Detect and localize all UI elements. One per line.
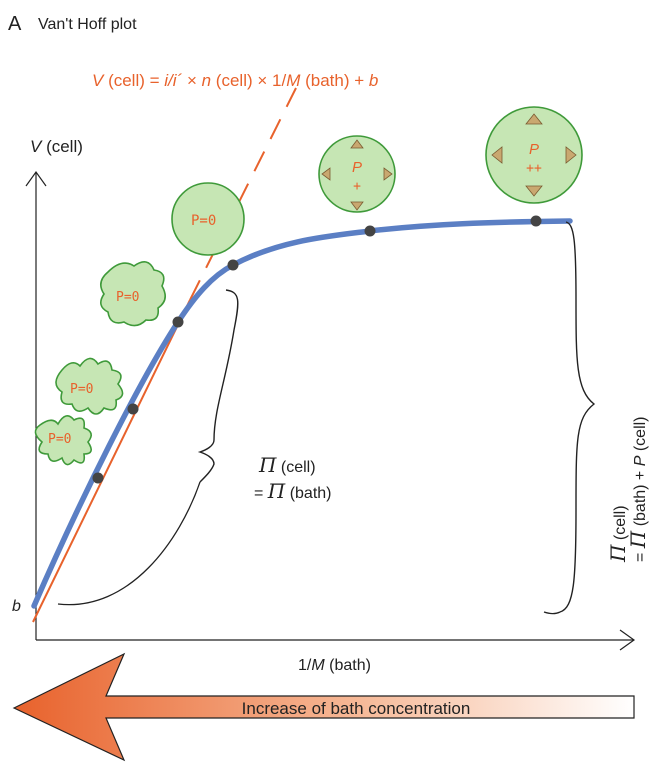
- data-point: [92, 472, 104, 484]
- annotation-turgor: Π (cell) = Π (bath) + P (cell): [606, 416, 649, 563]
- cell-1-pressure-label: P=0: [48, 432, 71, 447]
- bath-concentration-arrow: Increase of bath concentration: [12, 652, 635, 762]
- cell-round-4: P=0: [171, 182, 245, 256]
- brace-right-leader: [543, 611, 561, 615]
- annotation-equilibrium-line2: = Π (bath): [254, 479, 332, 503]
- annotation-turgor-line1: Π (cell): [606, 505, 630, 563]
- annotation-turgor-line2: = Π (bath) + P (cell): [626, 416, 649, 562]
- cell-shrunken-2: P=0: [55, 357, 124, 415]
- cell-3-pressure-label: P=0: [116, 290, 139, 305]
- pressure-arrow-left-icon: [321, 167, 331, 181]
- panel-title: Van't Hoff plot: [38, 16, 137, 33]
- pressure-arrow-right-icon: [565, 146, 577, 164]
- fit-line: [32, 299, 191, 623]
- data-point: [530, 215, 542, 227]
- brace-right: [559, 221, 596, 613]
- cell-5-pressure-label: P: [352, 159, 362, 176]
- pressure-arrows: [321, 139, 393, 211]
- pressure-arrow-down-icon: [350, 201, 364, 211]
- bath-concentration-label: Increase of bath concentration: [242, 699, 471, 718]
- cell-5-pressure-sign: +: [353, 179, 361, 194]
- pressure-arrows: [491, 113, 577, 197]
- cell-6-pressure-sign: ++: [526, 161, 542, 176]
- intercept-label: b: [12, 598, 21, 615]
- x-axis-label: 1/M (bath): [298, 657, 371, 674]
- panel-letter: A: [8, 13, 22, 35]
- brace-left: [197, 289, 239, 483]
- pressure-arrow-up-icon: [525, 113, 543, 125]
- pressure-arrow-up-icon: [350, 139, 364, 149]
- annotation-equilibrium-line1: Π (cell): [258, 453, 316, 477]
- cell-turgid-6: P ++: [485, 106, 583, 204]
- cell-4-pressure-label: P=0: [191, 213, 216, 229]
- fit-line-extension: [189, 87, 297, 301]
- fit-line-equation: V (cell) = i/i´ × n (cell) × 1/M (bath) …: [92, 71, 378, 90]
- pressure-arrow-down-icon: [525, 185, 543, 197]
- y-axis-label: V (cell): [30, 137, 83, 156]
- pressure-arrow-left-icon: [491, 146, 503, 164]
- data-point: [172, 316, 184, 328]
- pressure-arrow-right-icon: [383, 167, 393, 181]
- cell-turgid-5: P +: [318, 135, 396, 213]
- brace-left-leader: [57, 481, 201, 606]
- cell-shrunken-3: P=0: [100, 261, 166, 327]
- cell-2-pressure-label: P=0: [70, 382, 93, 397]
- data-point: [364, 225, 376, 237]
- y-axis-arrowhead: [25, 170, 47, 187]
- x-axis-arrowhead: [619, 629, 636, 651]
- cell-6-pressure-label: P: [529, 141, 539, 158]
- data-point: [127, 403, 139, 415]
- data-point: [227, 259, 239, 271]
- cell-shrunken-1: P=0: [34, 415, 92, 466]
